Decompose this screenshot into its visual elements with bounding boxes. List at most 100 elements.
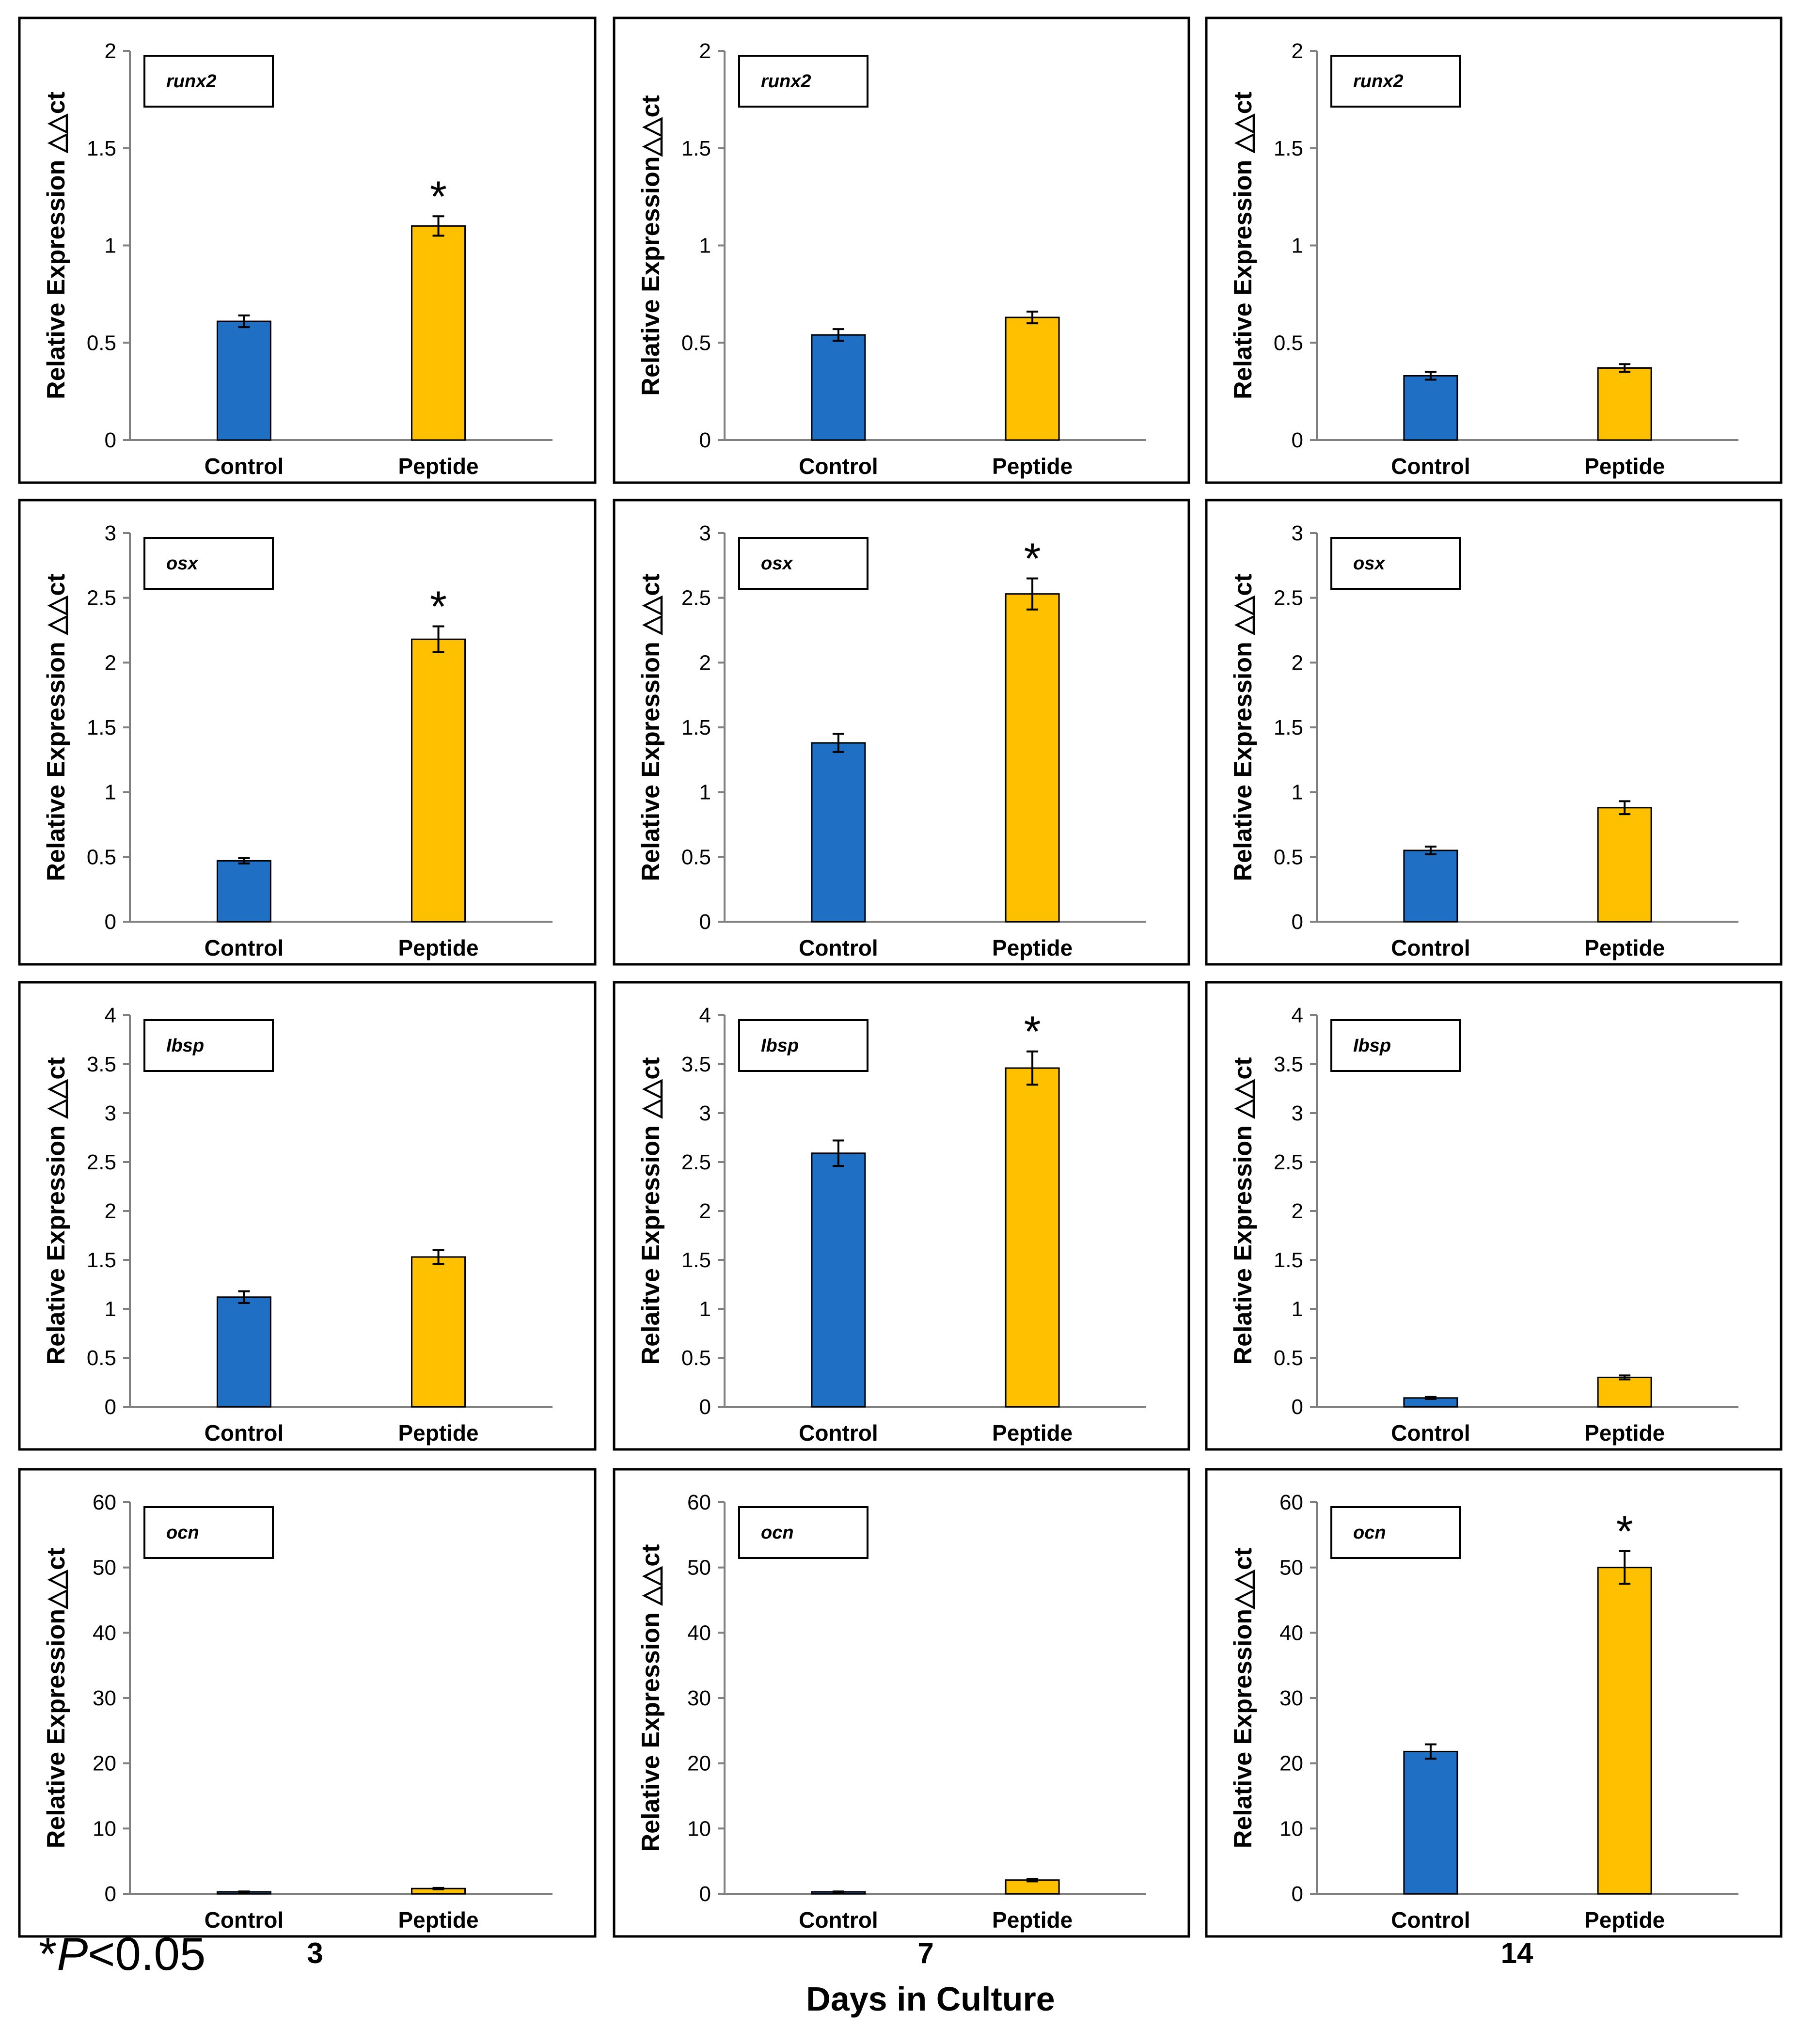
bar-control — [811, 1152, 866, 1408]
chart-panel-osx-3: 0 0.5 1 1.5 2 2.5 3 Relative Expression △△ct osx… — [18, 499, 597, 966]
y-tick-label: 1 — [1292, 781, 1303, 804]
gene-label-box — [143, 1019, 274, 1072]
y-axis-title: Relative Expression△△ct — [637, 95, 665, 395]
x-category-label-control: Control — [799, 454, 878, 479]
y-tick-label: 50 — [93, 1556, 116, 1580]
bar-peptide — [1597, 1376, 1652, 1408]
y-tick-label: 60 — [687, 1491, 711, 1514]
y-tick-label: 3 — [105, 1101, 116, 1125]
y-tick-label: 1 — [1292, 1297, 1303, 1321]
gene-label: runx2 — [1353, 71, 1403, 92]
x-category-label-peptide: Peptide — [992, 935, 1073, 960]
bar-peptide — [411, 1256, 466, 1408]
gene-label: osx — [761, 553, 793, 574]
y-tick-label: 0.5 — [1274, 331, 1303, 355]
y-axis-title: Relative Expression △△ct — [42, 574, 70, 881]
panel-frame — [18, 16, 597, 484]
panel-frame — [1205, 16, 1783, 484]
chart-panel-osx-7: 0 0.5 1 1.5 2 2.5 3 Relative Expression △△ct osx… — [613, 499, 1190, 966]
x-category-label-control: Control — [205, 454, 284, 479]
bar-control — [216, 320, 271, 441]
x-category-label-peptide: Peptide — [1584, 1907, 1665, 1933]
y-tick-label: 1 — [699, 1297, 711, 1321]
y-tick-label: 0.5 — [87, 331, 116, 355]
significance-p: P — [57, 1928, 88, 1980]
y-tick-label: 0 — [1292, 1395, 1303, 1419]
gene-label: osx — [166, 553, 199, 574]
panel-frame — [613, 1468, 1190, 1938]
y-tick-label: 2.5 — [87, 1150, 116, 1174]
panel-frame — [1205, 499, 1783, 966]
y-tick-label: 2.5 — [681, 1150, 711, 1174]
y-tick-label: 1.5 — [1274, 716, 1303, 739]
y-tick-label: 0 — [105, 1395, 116, 1419]
x-category-label-control: Control — [205, 1420, 284, 1446]
y-tick-label: 2 — [1292, 651, 1303, 675]
y-tick-label: 2 — [105, 39, 116, 63]
bar-peptide — [1005, 1067, 1060, 1408]
y-tick-label: 2 — [105, 651, 116, 675]
significance-star: * — [1024, 1008, 1041, 1056]
y-axis-title: Relative Expression△△ct — [42, 1548, 70, 1848]
y-tick-label: 40 — [1279, 1621, 1303, 1645]
gene-label: ocn — [761, 1523, 794, 1543]
y-tick-label: 50 — [1279, 1556, 1303, 1580]
chart-panel-ibsp-3: 0 0.5 1 1.5 2 2.5 3 3.5 4 Relative Expression △△c… — [18, 981, 597, 1451]
y-tick-label: 2 — [699, 39, 711, 63]
y-tick-label: 50 — [687, 1556, 711, 1580]
y-tick-label: 10 — [1279, 1817, 1303, 1840]
panel-frame — [18, 499, 597, 966]
significance-star: * — [430, 582, 447, 631]
y-axis-title: Relative Expression△△ct — [1229, 1548, 1257, 1848]
gene-label: runx2 — [166, 71, 216, 92]
y-tick-label: 0 — [105, 1882, 116, 1906]
y-tick-label: 0 — [699, 910, 711, 934]
y-tick-label: 40 — [93, 1621, 116, 1645]
chart-panel-ocn-7: 0 10 20 30 40 50 60 Relative Expression △△ct ocn… — [613, 1468, 1190, 1938]
bar-peptide — [1597, 807, 1652, 923]
y-tick-label: 1.5 — [1274, 137, 1303, 160]
y-tick-label: 2.5 — [1274, 1150, 1303, 1174]
y-tick-label: 0.5 — [1274, 1346, 1303, 1370]
chart-panel-ibsp-14: 0 0.5 1 1.5 2 2.5 3 3.5 4 Relative Expression △△c… — [1205, 981, 1783, 1451]
panel-frame — [613, 981, 1190, 1451]
y-tick-label: 3.5 — [87, 1053, 116, 1076]
bar-control — [216, 1296, 271, 1408]
y-axis-title: Relative Expression △△ct — [1229, 92, 1257, 399]
y-tick-label: 0 — [1292, 428, 1303, 452]
y-axis-title: Relative Expression △△ct — [1229, 574, 1257, 881]
y-tick-label: 2.5 — [681, 586, 711, 610]
y-tick-label: 1.5 — [681, 1248, 711, 1272]
gene-label-box — [1330, 1019, 1461, 1072]
y-tick-label: 3 — [1292, 521, 1303, 545]
significance-star: * — [430, 173, 447, 221]
y-tick-label: 20 — [1279, 1752, 1303, 1776]
x-category-label-peptide: Peptide — [992, 1907, 1073, 1933]
y-tick-label: 1 — [699, 234, 711, 258]
y-tick-label: 20 — [687, 1752, 711, 1776]
x-category-label-peptide: Peptide — [398, 1420, 478, 1446]
x-category-label-peptide: Peptide — [1584, 454, 1665, 479]
y-axis-title: Relative Expression △△ct — [637, 1544, 665, 1852]
y-tick-label: 0.5 — [681, 845, 711, 869]
x-category-label-peptide: Peptide — [398, 1907, 478, 1933]
bar-peptide — [411, 638, 466, 923]
y-tick-label: 1 — [1292, 234, 1303, 258]
y-tick-label: 1.5 — [87, 716, 116, 739]
y-tick-label: 1 — [699, 781, 711, 804]
y-tick-label: 1.5 — [681, 716, 711, 739]
gene-label-box — [738, 1019, 868, 1072]
chart-panel-runx2-7: 0 0.5 1 1.5 2 Relative Expression△△ct runx2 Con… — [613, 16, 1190, 484]
x-category-label-control: Control — [1391, 454, 1470, 479]
gene-label: osx — [1353, 553, 1386, 574]
y-tick-label: 0 — [1292, 910, 1303, 934]
bar-peptide — [411, 225, 466, 441]
y-tick-label: 60 — [93, 1491, 116, 1514]
x-category-label-peptide: Peptide — [992, 454, 1073, 479]
day-label-7: 7 — [917, 1937, 934, 1969]
bar-control — [1403, 849, 1458, 923]
gene-label: Ibsp — [761, 1036, 799, 1056]
bar-peptide — [1005, 593, 1060, 923]
y-tick-label: 4 — [105, 1004, 116, 1027]
y-tick-label: 0.5 — [87, 845, 116, 869]
